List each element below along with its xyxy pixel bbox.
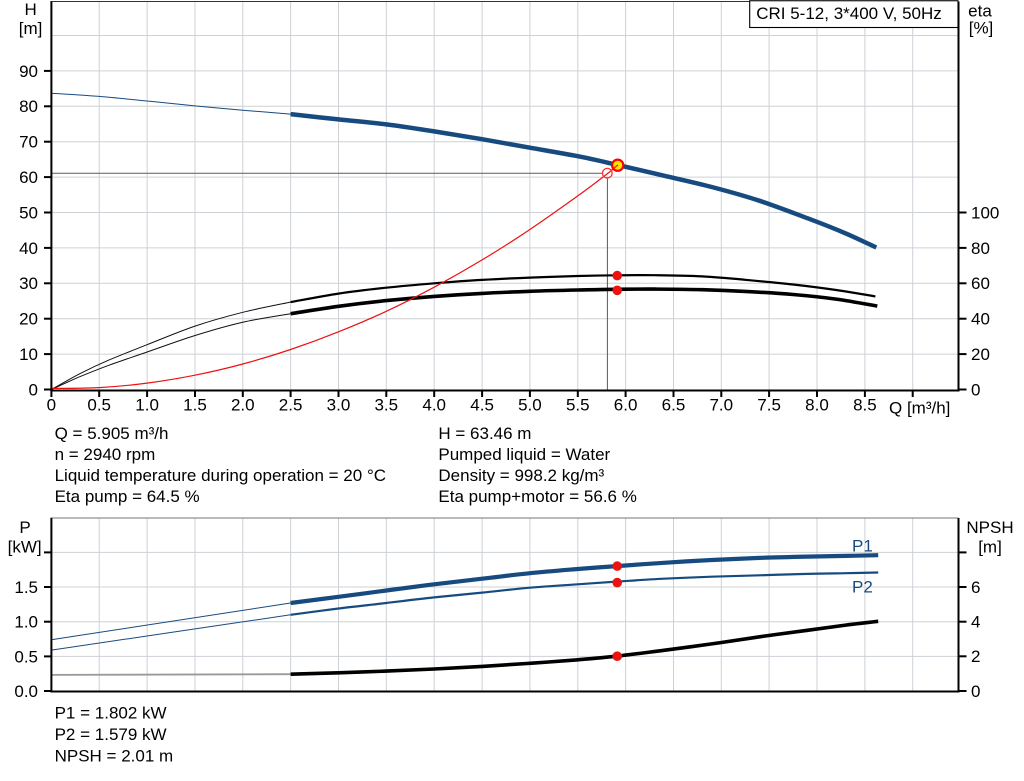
svg-text:4: 4 xyxy=(971,613,980,632)
svg-text:90: 90 xyxy=(19,62,38,81)
svg-text:3.0: 3.0 xyxy=(327,396,351,415)
svg-text:H = 63.46 m: H = 63.46 m xyxy=(438,424,531,443)
svg-text:CRI 5-12, 3*400 V, 50Hz: CRI 5-12, 3*400 V, 50Hz xyxy=(756,4,942,23)
svg-text:2: 2 xyxy=(971,647,980,666)
svg-text:80: 80 xyxy=(19,97,38,116)
svg-text:20: 20 xyxy=(971,345,990,364)
svg-text:NPSH = 2.01 m: NPSH = 2.01 m xyxy=(55,746,174,765)
svg-text:1.5: 1.5 xyxy=(14,578,38,597)
svg-text:Eta pump = 64.5 %: Eta pump = 64.5 % xyxy=(55,487,200,506)
svg-text:60: 60 xyxy=(19,168,38,187)
svg-text:1.5: 1.5 xyxy=(183,396,207,415)
svg-text:1.0: 1.0 xyxy=(135,396,159,415)
svg-text:0: 0 xyxy=(47,396,56,415)
svg-text:NPSH: NPSH xyxy=(966,518,1013,537)
svg-text:5.5: 5.5 xyxy=(566,396,590,415)
svg-text:P: P xyxy=(19,518,30,537)
svg-text:0: 0 xyxy=(971,380,980,399)
svg-text:0.0: 0.0 xyxy=(14,682,38,701)
svg-text:eta: eta xyxy=(968,2,992,21)
svg-text:100: 100 xyxy=(971,203,999,222)
svg-text:7.5: 7.5 xyxy=(757,396,781,415)
svg-text:Eta pump+motor = 56.6 %: Eta pump+motor = 56.6 % xyxy=(438,487,636,506)
svg-text:0: 0 xyxy=(971,682,980,701)
svg-text:60: 60 xyxy=(971,274,990,293)
svg-text:8.0: 8.0 xyxy=(805,396,829,415)
svg-text:0.5: 0.5 xyxy=(87,396,111,415)
svg-text:[%]: [%] xyxy=(969,19,994,38)
svg-text:[m]: [m] xyxy=(978,537,1002,556)
svg-text:n = 2940 rpm: n = 2940 rpm xyxy=(55,445,156,464)
svg-text:Q = 5.905 m³/h: Q = 5.905 m³/h xyxy=(55,424,169,443)
svg-text:4.5: 4.5 xyxy=(470,396,494,415)
svg-text:P2 = 1.579 kW: P2 = 1.579 kW xyxy=(55,725,167,744)
svg-text:1.0: 1.0 xyxy=(14,613,38,632)
svg-text:[kW]: [kW] xyxy=(8,537,42,556)
svg-text:P1: P1 xyxy=(852,537,873,556)
svg-text:30: 30 xyxy=(19,274,38,293)
svg-text:Liquid temperature during oper: Liquid temperature during operation = 20… xyxy=(55,466,386,485)
svg-text:Density = 998.2 kg/m³: Density = 998.2 kg/m³ xyxy=(438,466,604,485)
svg-text:20: 20 xyxy=(19,310,38,329)
svg-text:50: 50 xyxy=(19,203,38,222)
svg-text:0.5: 0.5 xyxy=(14,647,38,666)
svg-text:40: 40 xyxy=(971,310,990,329)
svg-text:3.5: 3.5 xyxy=(374,396,398,415)
svg-text:10: 10 xyxy=(19,345,38,364)
svg-text:8.5: 8.5 xyxy=(853,396,877,415)
svg-text:5.0: 5.0 xyxy=(518,396,542,415)
svg-text:H: H xyxy=(24,0,36,19)
svg-text:80: 80 xyxy=(971,239,990,258)
svg-text:6: 6 xyxy=(971,578,980,597)
svg-text:0: 0 xyxy=(29,380,38,399)
svg-text:2.5: 2.5 xyxy=(279,396,303,415)
svg-text:70: 70 xyxy=(19,133,38,152)
svg-text:6.0: 6.0 xyxy=(614,396,638,415)
svg-text:P1 = 1.802 kW: P1 = 1.802 kW xyxy=(55,703,167,722)
svg-text:Q [m³/h]: Q [m³/h] xyxy=(889,398,950,417)
svg-text:40: 40 xyxy=(19,239,38,258)
svg-text:P2: P2 xyxy=(852,578,873,597)
svg-text:Pumped liquid = Water: Pumped liquid = Water xyxy=(438,445,610,464)
svg-text:2.0: 2.0 xyxy=(231,396,255,415)
svg-text:7.0: 7.0 xyxy=(709,396,733,415)
svg-text:6.5: 6.5 xyxy=(662,396,686,415)
svg-text:4.0: 4.0 xyxy=(422,396,446,415)
svg-text:[m]: [m] xyxy=(19,19,43,38)
